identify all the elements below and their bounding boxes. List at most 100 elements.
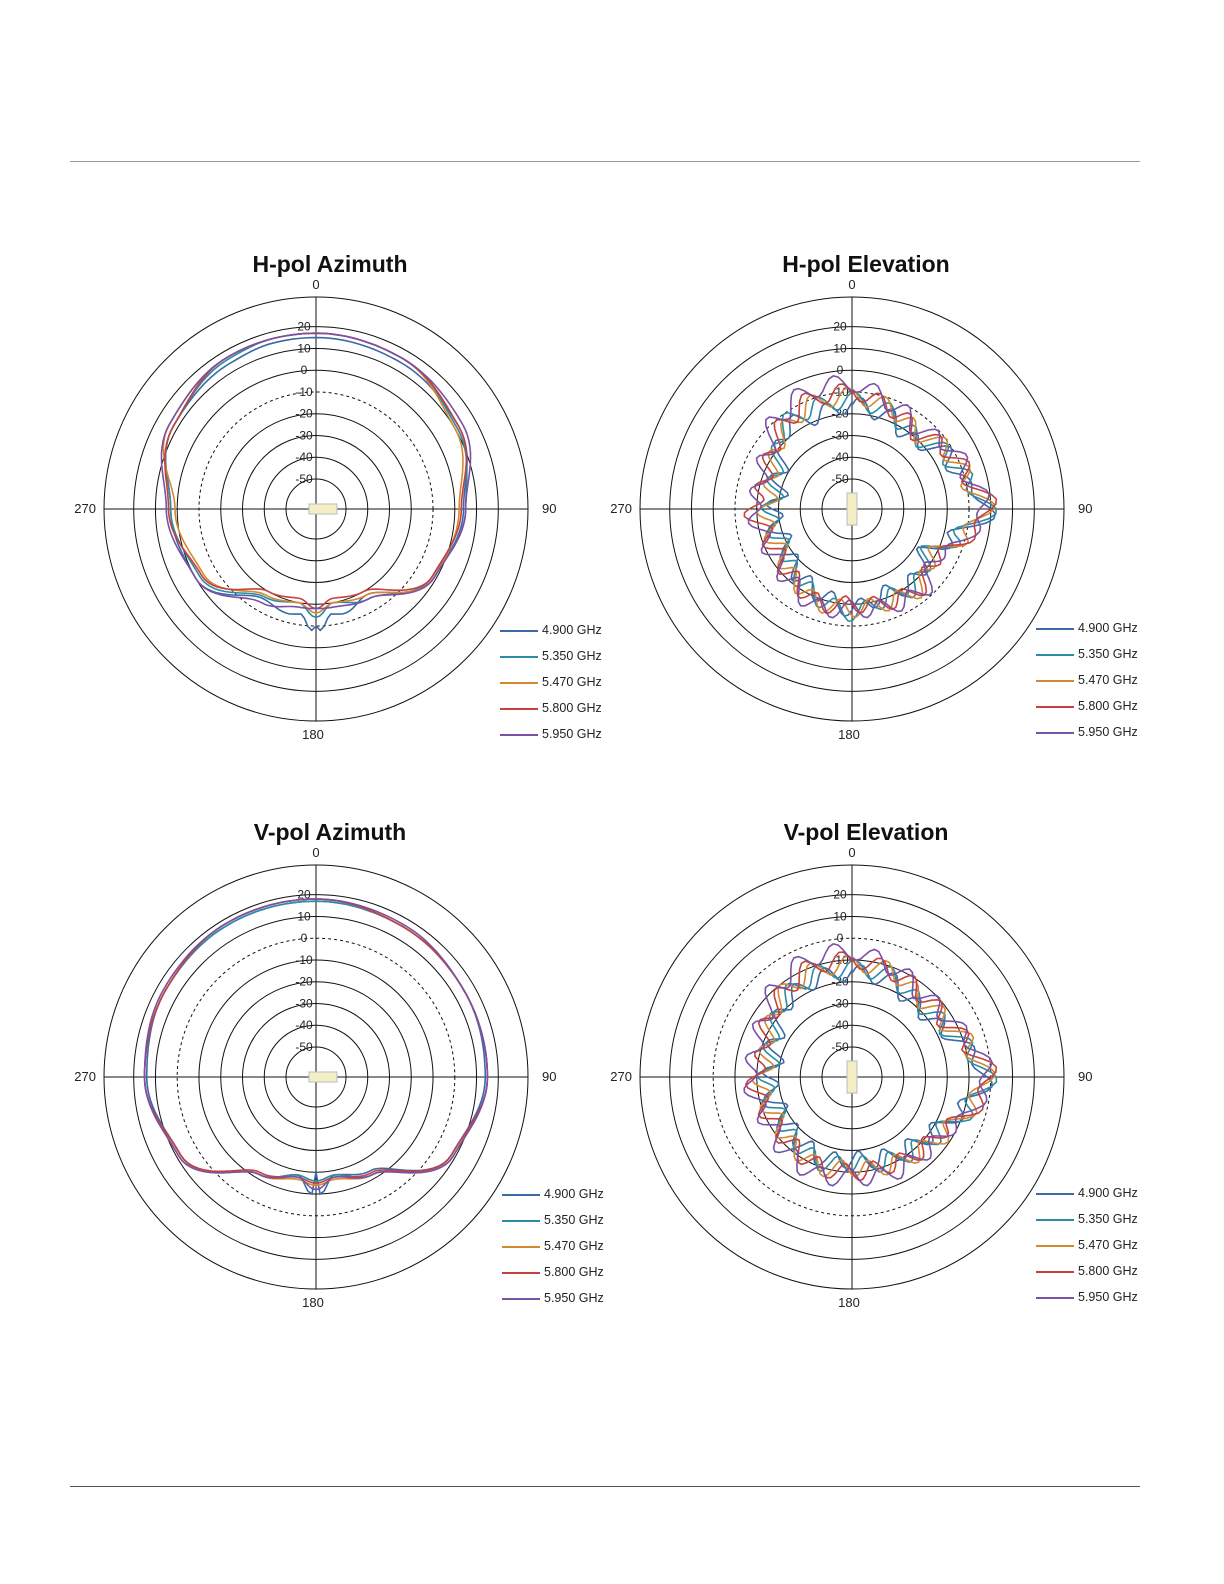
legend-label: 5.470 GHz <box>542 675 602 689</box>
legend-label: 4.900 GHz <box>544 1187 604 1201</box>
angle-tick-label: 0 <box>848 277 855 292</box>
radial-tick-label: -20 <box>295 407 313 421</box>
radial-tick-label: 20 <box>833 320 847 334</box>
series-line <box>747 375 991 619</box>
header-divider <box>70 161 1140 162</box>
angle-tick-label: 180 <box>838 1295 860 1310</box>
radial-tick-label: 10 <box>833 909 847 923</box>
radial-tick-label: -20 <box>295 975 313 989</box>
radial-tick-label: -40 <box>831 1018 849 1032</box>
legend-swatch <box>1036 628 1074 630</box>
legend-swatch <box>502 1220 540 1222</box>
chart-title: V-pol Elevation <box>783 819 949 845</box>
legend-label: 5.470 GHz <box>1078 673 1138 687</box>
chart-h-pol-elevation: H-pol Elevation 20 10 0 -10 -20 -30 -40 -50 0 90 1… <box>586 245 1146 765</box>
angle-tick-label: 270 <box>610 1069 632 1084</box>
radial-tick-label: 10 <box>297 341 311 355</box>
radial-tick-label: -30 <box>831 996 849 1010</box>
antenna-marker <box>846 492 858 526</box>
legend-swatch <box>1036 706 1074 708</box>
angle-tick-label: 180 <box>302 1295 324 1310</box>
legend-label: 5.950 GHz <box>1078 1290 1138 1304</box>
legend-label: 4.900 GHz <box>1078 621 1138 635</box>
legend-swatch <box>502 1272 540 1274</box>
legend-swatch <box>1036 654 1074 656</box>
legend-swatch <box>1036 1193 1074 1195</box>
series-line <box>143 898 489 1191</box>
legend-label: 5.950 GHz <box>542 727 602 741</box>
angle-tick-label: 90 <box>1078 1069 1092 1084</box>
legend-label: 4.900 GHz <box>542 623 602 637</box>
radial-tick-label: -40 <box>295 1018 313 1032</box>
angle-tick-label: 0 <box>848 845 855 860</box>
angle-tick-label: 90 <box>542 501 556 516</box>
angle-tick-label: 180 <box>838 727 860 742</box>
chart-title: H-pol Azimuth <box>252 251 408 277</box>
radial-tick-label: -40 <box>295 450 313 464</box>
legend-label: 5.800 GHz <box>1078 1264 1138 1278</box>
angle-tick-label: 90 <box>542 1069 556 1084</box>
radial-tick-label: 0 <box>837 931 844 945</box>
angle-tick-label: 270 <box>74 501 96 516</box>
legend-label: 5.350 GHz <box>544 1213 604 1227</box>
radial-tick-label: 10 <box>833 341 847 355</box>
antenna-marker <box>846 1060 858 1094</box>
chart-v-pol-azimuth: V-pol Azimuth 20 10 0 -10 -20 -30 -40 -50 0 90 180… <box>50 813 610 1333</box>
legend-swatch <box>1036 680 1074 682</box>
radial-tick-label: -40 <box>831 450 849 464</box>
legend-label: 5.350 GHz <box>1078 647 1138 661</box>
radial-tick-label: 20 <box>297 320 311 334</box>
legend-swatch <box>1036 1271 1074 1273</box>
legend-label: 5.470 GHz <box>544 1239 604 1253</box>
antenna-marker <box>308 503 338 515</box>
legend-swatch <box>502 1194 540 1196</box>
radial-tick-label: 20 <box>833 888 847 902</box>
radial-tick-label: -50 <box>295 1040 313 1054</box>
legend-label: 4.900 GHz <box>1078 1186 1138 1200</box>
angle-tick-label: 90 <box>1078 501 1092 516</box>
radial-tick-label: -30 <box>295 428 313 442</box>
legend-swatch <box>500 734 538 736</box>
chart-v-pol-elevation: V-pol Elevation 20 10 0 -10 -20 -30 -40 -50 0 90 1… <box>586 813 1146 1333</box>
legend-swatch <box>1036 1219 1074 1221</box>
footer-divider <box>70 1486 1140 1487</box>
series-line <box>744 951 998 1182</box>
legend-label: 5.350 GHz <box>542 649 602 663</box>
series-line <box>761 963 993 1170</box>
radial-tick-label: 10 <box>297 909 311 923</box>
legend-label: 5.800 GHz <box>1078 699 1138 713</box>
radial-tick-label: 20 <box>297 888 311 902</box>
legend-label: 5.800 GHz <box>542 701 602 715</box>
radial-tick-label: -10 <box>295 385 313 399</box>
legend-swatch <box>500 656 538 658</box>
series-line <box>751 954 996 1178</box>
legend-label: 5.350 GHz <box>1078 1212 1138 1226</box>
legend-swatch <box>500 708 538 710</box>
radial-tick-label: 0 <box>837 363 844 377</box>
radial-tick-label: 0 <box>301 363 308 377</box>
legend-label: 5.800 GHz <box>544 1265 604 1279</box>
series-line <box>160 332 472 610</box>
radial-tick-label: -10 <box>295 953 313 967</box>
radial-tick-label: -50 <box>295 472 313 486</box>
angle-tick-label: 180 <box>302 727 324 742</box>
legend-label: 5.950 GHz <box>544 1291 604 1305</box>
radial-tick-label: -50 <box>831 472 849 486</box>
legend-label: 5.950 GHz <box>1078 725 1138 739</box>
antenna-marker <box>308 1071 338 1083</box>
radial-tick-label: -50 <box>831 1040 849 1054</box>
series-line <box>743 943 993 1187</box>
radial-tick-label: -30 <box>831 428 849 442</box>
angle-tick-label: 0 <box>312 845 319 860</box>
legend-label: 5.470 GHz <box>1078 1238 1138 1252</box>
legend-swatch <box>502 1298 540 1300</box>
series-line <box>743 383 998 614</box>
legend-swatch <box>500 682 538 684</box>
legend-swatch <box>1036 1245 1074 1247</box>
series-line <box>766 396 997 618</box>
series-line <box>760 391 998 622</box>
